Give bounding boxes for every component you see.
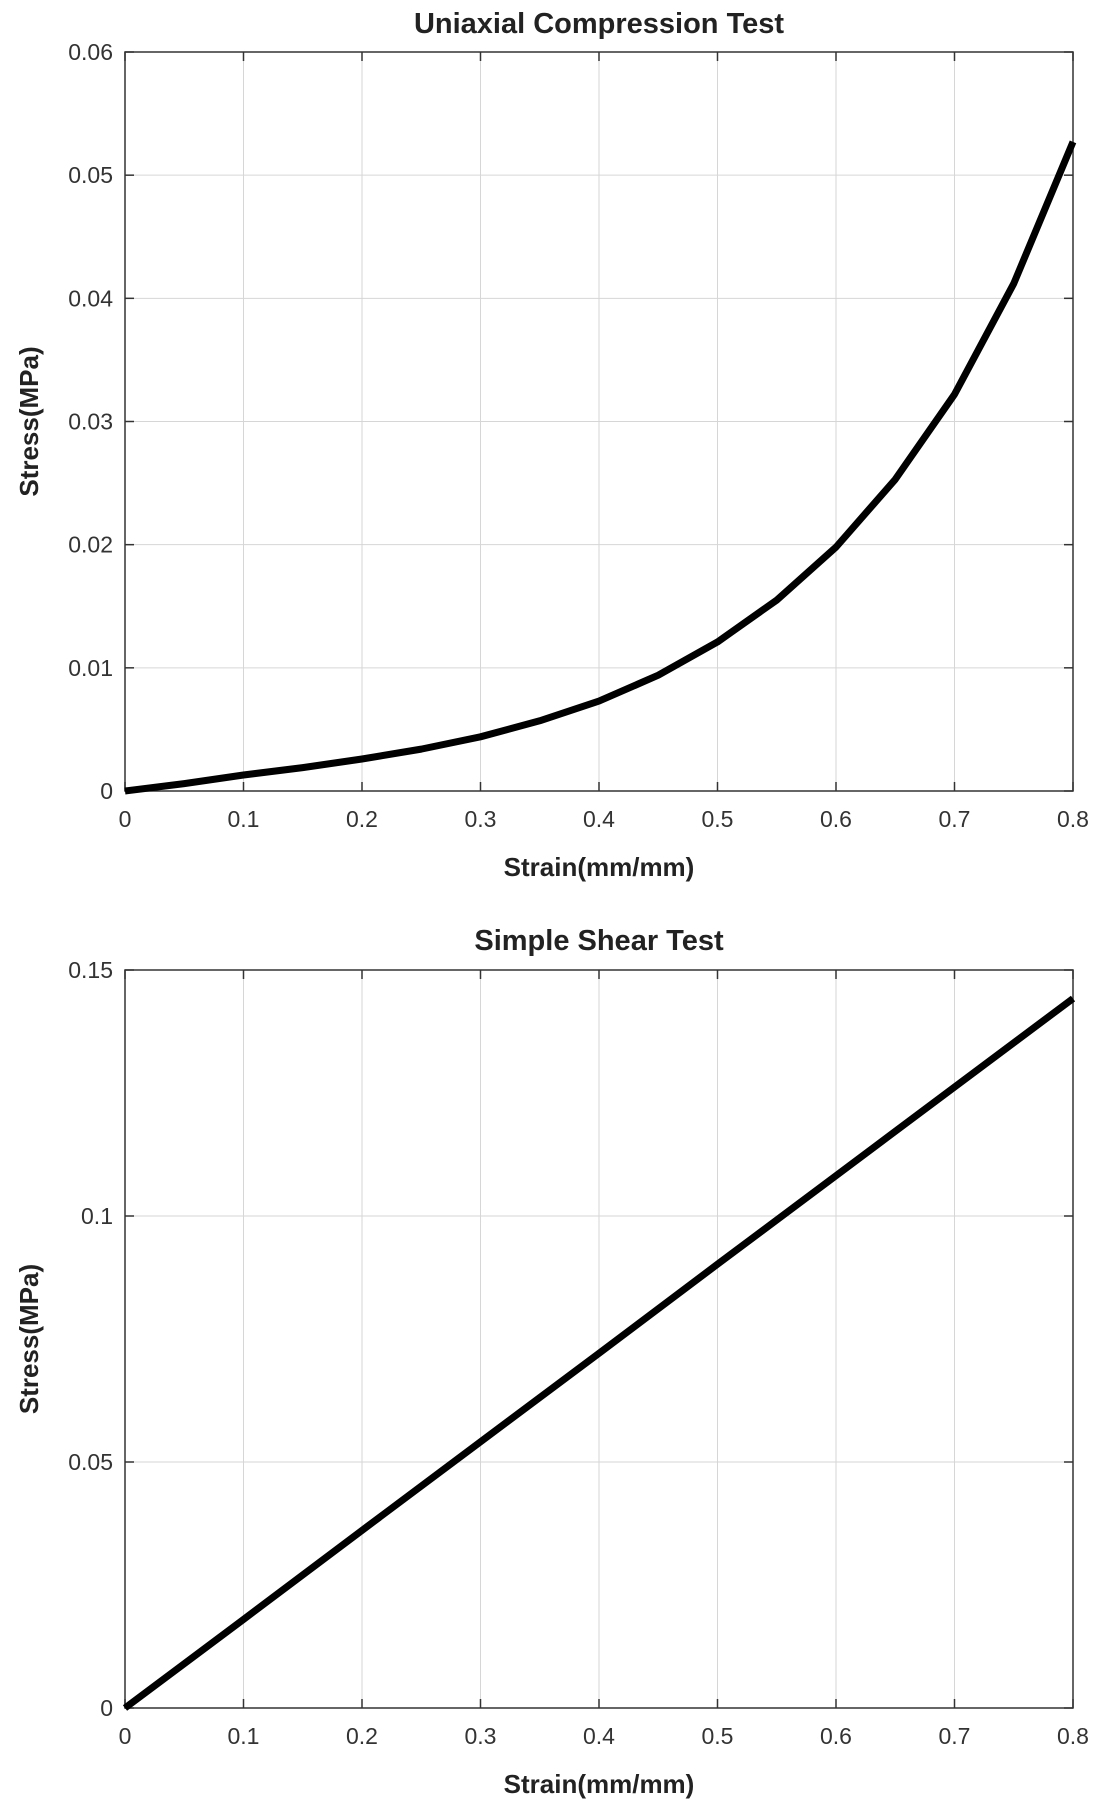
compression-xtick-label-0: 0 xyxy=(119,806,132,832)
compression-y-axis-label: Stress(MPa) xyxy=(14,346,44,496)
compression-chart-title: Uniaxial Compression Test xyxy=(414,8,784,40)
shear-xtick-label-2: 0.2 xyxy=(346,1723,378,1749)
compression-xtick-label-6: 0.6 xyxy=(820,806,852,832)
compression-xtick-label-4: 0.4 xyxy=(583,806,615,832)
shear-xtick-label-5: 0.5 xyxy=(702,1723,734,1749)
compression-ytick-label-5: 0.05 xyxy=(68,162,113,188)
compression-ytick-label-1: 0.01 xyxy=(68,655,113,681)
compression-series-line-0 xyxy=(124,140,1077,795)
compression-xtick-label-8: 0.8 xyxy=(1057,806,1089,832)
shear-y-axis-label: Stress(MPa) xyxy=(14,1264,44,1414)
compression-xtick-label-5: 0.5 xyxy=(702,806,734,832)
uniaxial-compression-chart: 0 0.1 0.2 0.3 0.4 0.5 0.6 0.7 0.8 0 0.01 0.02 0.03 0.… xyxy=(14,8,1089,882)
shear-xtick-label-3: 0.3 xyxy=(465,1723,497,1749)
compression-ytick-label-2: 0.02 xyxy=(68,532,113,558)
simple-shear-chart: 0 0.1 0.2 0.3 0.4 0.5 0.6 0.7 0.8 0 0.05 0.1 0.15 Sim… xyxy=(14,925,1089,1799)
shear-ytick-label-0: 0 xyxy=(100,1695,113,1721)
compression-xtick-label-1: 0.1 xyxy=(228,806,260,832)
compression-ytick-label-3: 0.03 xyxy=(68,409,113,435)
shear-xtick-label-7: 0.7 xyxy=(939,1723,971,1749)
shear-xtick-label-6: 0.6 xyxy=(820,1723,852,1749)
compression-xtick-label-2: 0.2 xyxy=(346,806,378,832)
shear-xtick-label-4: 0.4 xyxy=(583,1723,615,1749)
compression-ytick-label-4: 0.04 xyxy=(68,285,113,311)
shear-ytick-label-1: 0.05 xyxy=(68,1449,113,1475)
shear-x-axis-label: Strain(mm/mm) xyxy=(504,1769,695,1799)
shear-xtick-label-8: 0.8 xyxy=(1057,1723,1089,1749)
compression-xtick-label-3: 0.3 xyxy=(465,806,497,832)
compression-x-axis-label: Strain(mm/mm) xyxy=(504,852,695,882)
shear-chart-title: Simple Shear Test xyxy=(474,925,724,957)
compression-ytick-label-0: 0 xyxy=(100,778,113,804)
shear-xtick-label-0: 0 xyxy=(119,1723,132,1749)
shear-ytick-label-2: 0.1 xyxy=(81,1203,113,1229)
compression-xtick-label-7: 0.7 xyxy=(939,806,971,832)
shear-series-line-0 xyxy=(122,995,1076,1711)
compression-ytick-label-6: 0.06 xyxy=(68,39,113,65)
shear-ytick-label-3: 0.15 xyxy=(68,957,113,983)
shear-xtick-label-1: 0.1 xyxy=(228,1723,260,1749)
